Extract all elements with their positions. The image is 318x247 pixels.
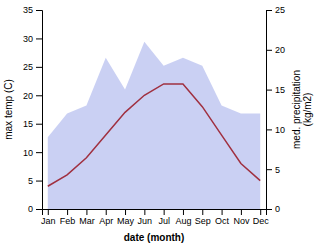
tick-mark [86, 209, 87, 215]
tick-mark [183, 209, 184, 215]
axis-domain [36, 11, 43, 210]
tick: 20 [23, 91, 42, 101]
temperature-line [48, 84, 260, 186]
tick: 0 [28, 204, 42, 214]
tick-label: 25 [275, 5, 285, 15]
label-line: med. precipitation [291, 70, 302, 149]
tick: 15 [23, 119, 42, 129]
tick-label: Sep [195, 216, 211, 226]
x-axis: Jan FebMar Apr MayJun Jul Aug Sep OctNovDec [41, 209, 269, 226]
tick-label: 15 [23, 119, 33, 129]
axis-domain [267, 11, 273, 210]
tick: 5 [266, 165, 280, 175]
y-axis-label: max temp (C) [3, 79, 14, 140]
marks [48, 42, 260, 209]
tick-label: Nov [233, 216, 250, 226]
tick-label: May [117, 216, 135, 226]
tick-mark [36, 124, 42, 125]
tick-mark [36, 10, 42, 11]
label-line: (kg/m2) [302, 93, 313, 127]
tick-label: Aug [175, 216, 191, 226]
tick-mark [266, 209, 272, 210]
tick: 25 [23, 62, 42, 72]
tick-mark [266, 10, 272, 11]
y-axis: 0 5 10 15 20 25 30 35 [23, 5, 43, 214]
tick-label: Jun [138, 216, 153, 226]
tick-label: Dec [253, 216, 270, 226]
tick: Jun [138, 209, 153, 226]
tick: Nov [233, 209, 250, 226]
tick-label: 30 [23, 34, 33, 44]
tick-mark [266, 129, 272, 130]
tick: May [117, 209, 135, 226]
tick-label: Mar [79, 216, 95, 226]
tick: Jan [41, 209, 56, 226]
tick: Aug [175, 209, 191, 226]
tick-label: 20 [23, 91, 33, 101]
x-axis-label: date (month) [124, 232, 185, 243]
tick: Mar [79, 209, 95, 226]
tick: 10 [266, 125, 285, 135]
tick: Apr [99, 209, 113, 226]
tick-label: Jan [41, 216, 56, 226]
tick-mark [241, 209, 242, 215]
tick-mark [106, 209, 107, 215]
tick-label: 5 [28, 176, 33, 186]
tick-mark [36, 67, 42, 68]
tick: 5 [28, 176, 42, 186]
tick-mark [144, 209, 145, 215]
tick-mark [36, 95, 42, 96]
chart: Jan FebMar Apr MayJun Jul Aug Sep OctNovDec 0 5 10… [0, 0, 318, 247]
tick-label: 10 [275, 125, 285, 135]
tick-mark [222, 209, 223, 215]
tick-label: 25 [23, 62, 33, 72]
tick: 35 [23, 5, 42, 15]
tick: 15 [266, 85, 285, 95]
tick: Sep [195, 209, 211, 226]
precipitation-area [48, 42, 260, 209]
tick-mark [125, 209, 126, 215]
axis-domain [43, 210, 267, 216]
tick-mark [266, 90, 272, 91]
tick-mark [67, 209, 68, 215]
tick-label: 35 [23, 5, 33, 15]
tick-mark [36, 181, 42, 182]
y2-axis: 0 5 10 15 20 25 [266, 5, 285, 214]
tick-label: 0 [28, 204, 33, 214]
tick-mark [164, 209, 165, 215]
tick-mark [266, 50, 272, 51]
tick: Jul [158, 209, 170, 226]
tick: 25 [266, 5, 285, 15]
tick-mark [202, 209, 203, 215]
tick-label: Jul [158, 216, 170, 226]
tick-mark [36, 152, 42, 153]
tick-mark [266, 169, 272, 170]
tick: Oct [215, 209, 230, 226]
plot: Jan FebMar Apr MayJun Jul Aug Sep OctNovDec 0 5 10… [3, 5, 313, 243]
tick: Feb [60, 209, 76, 226]
tick-label: 5 [275, 165, 280, 175]
tick: 0 [266, 204, 280, 214]
tick-mark [48, 209, 49, 215]
tick: 10 [23, 148, 42, 158]
tick-label: 20 [275, 45, 285, 55]
tick: 20 [266, 45, 285, 55]
tick-label: Apr [99, 216, 113, 226]
tick-label: 0 [275, 204, 280, 214]
tick-label: Feb [60, 216, 76, 226]
tick-label: 15 [275, 85, 285, 95]
tick-mark [260, 209, 261, 215]
tick: 30 [23, 34, 42, 44]
tick-label: 10 [23, 148, 33, 158]
tick-mark [36, 209, 42, 210]
tick-label: Oct [215, 216, 230, 226]
tick-mark [36, 38, 42, 39]
tick: Dec [253, 209, 270, 226]
y2-axis-label: med. precipitation(kg/m2) [291, 70, 313, 149]
